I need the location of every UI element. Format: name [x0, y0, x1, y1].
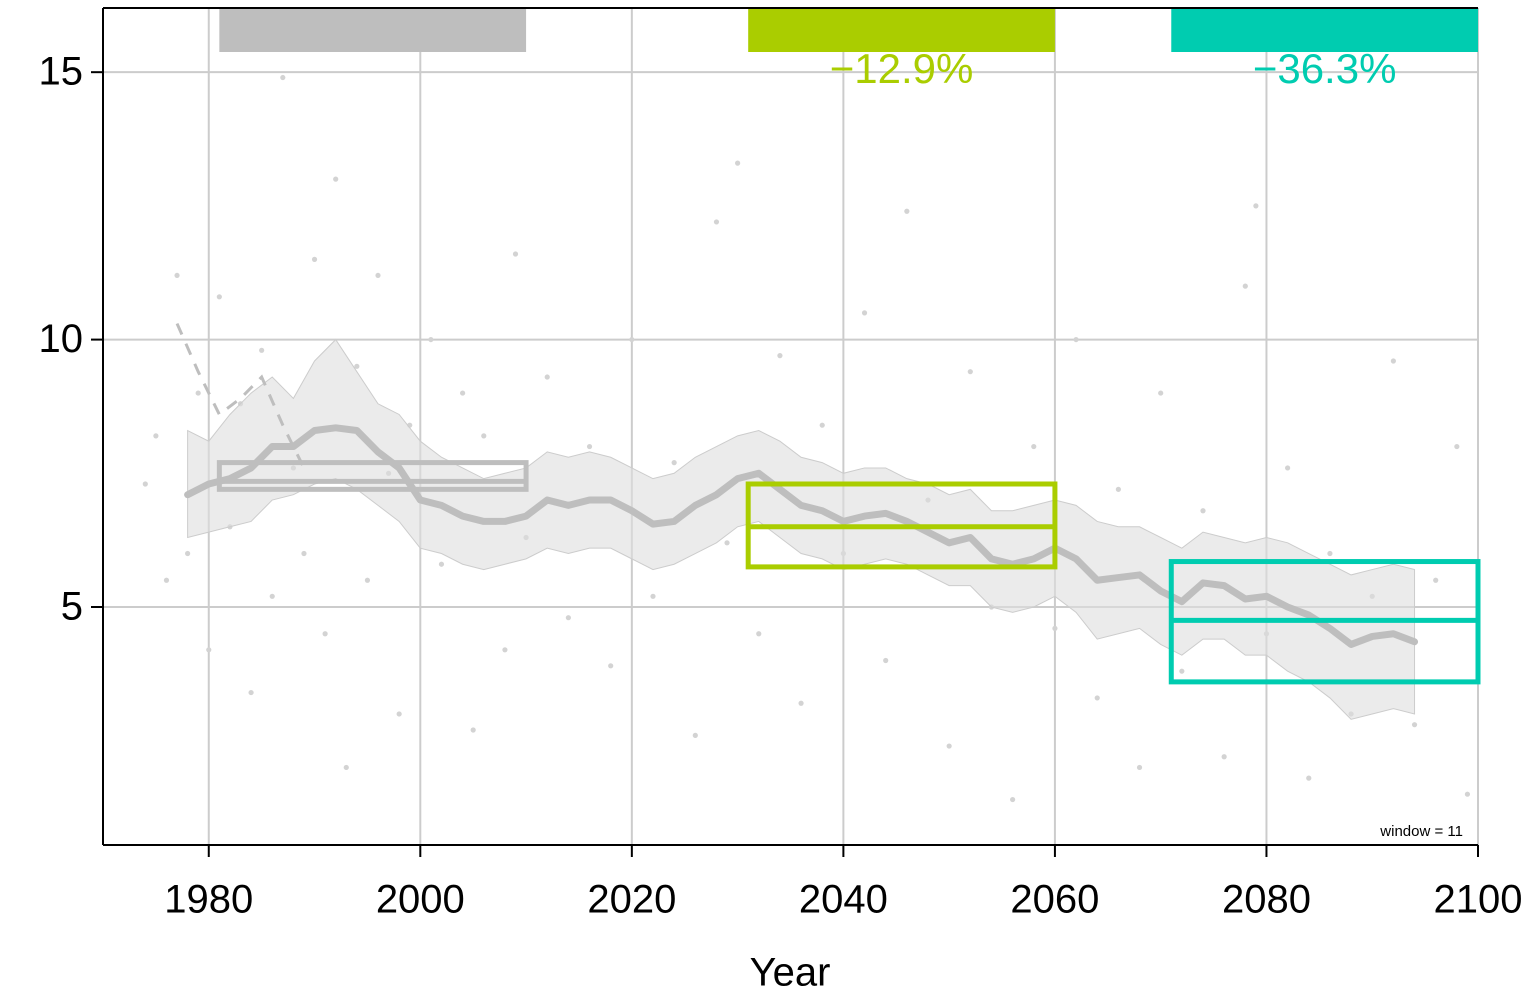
data-point [428, 336, 434, 343]
data-point [343, 764, 349, 771]
data-point [713, 219, 720, 225]
data-point [206, 647, 212, 653]
data-point [460, 390, 466, 396]
data-point [248, 689, 254, 696]
data-point [1052, 625, 1058, 631]
y-tick-label: 5 [61, 585, 83, 629]
data-point [861, 310, 868, 316]
x-tick-label: 2040 [799, 878, 888, 922]
data-point [777, 353, 783, 359]
data-point [819, 422, 825, 428]
data-point [798, 700, 804, 706]
x-axis-label: Year [750, 951, 831, 995]
data-point [904, 208, 910, 214]
data-point [608, 663, 614, 669]
data-point [724, 540, 730, 546]
data-point [502, 647, 508, 653]
data-point [735, 160, 741, 166]
data-point [142, 481, 148, 487]
data-point [1454, 443, 1460, 450]
data-point [756, 631, 762, 637]
y-tick-label: 15 [39, 50, 84, 94]
period-change-label: −36.3% [1253, 45, 1397, 92]
data-point [195, 390, 201, 396]
data-point [174, 272, 180, 279]
data-point [1464, 791, 1471, 797]
data-point [1094, 695, 1100, 701]
data-point [269, 593, 275, 599]
data-point [438, 561, 445, 567]
data-point [1073, 336, 1079, 343]
period-header [748, 8, 1055, 52]
x-tick-label: 2020 [587, 878, 676, 922]
x-tick-label: 2100 [1434, 878, 1523, 922]
data-point [1136, 764, 1143, 771]
x-tick-label: 2000 [376, 878, 465, 922]
data-point [311, 256, 318, 262]
data-point [692, 732, 698, 738]
data-point [586, 443, 593, 450]
data-point [883, 657, 889, 664]
data-point [163, 577, 170, 583]
data-point [1179, 668, 1185, 674]
data-point [280, 74, 286, 81]
data-point [629, 336, 635, 343]
data-point [1221, 754, 1227, 760]
period-box [216, 460, 529, 492]
data-point [650, 593, 656, 599]
data-point [375, 272, 381, 279]
y-tick-label: 10 [39, 317, 84, 361]
band [187, 338, 1416, 720]
data-point [1390, 358, 1396, 364]
x-tick-label: 1980 [164, 878, 253, 922]
data-point [1327, 550, 1333, 557]
data-point [364, 577, 371, 583]
data-point [481, 433, 487, 439]
annotation: window = 11 [1379, 823, 1463, 840]
data-point [1433, 577, 1439, 583]
data-point [396, 711, 402, 717]
data-point [354, 363, 360, 369]
data-point [216, 294, 222, 300]
x-tick-label: 2060 [1010, 878, 1099, 922]
data-point [512, 251, 519, 257]
data-point [967, 369, 973, 375]
data-point [1158, 390, 1164, 396]
data-point [1031, 443, 1037, 450]
data-point [1010, 796, 1016, 803]
data-point [565, 615, 571, 621]
x-tick-label: 2080 [1222, 878, 1311, 922]
data-point [470, 727, 476, 733]
period-change-label: −12.9% [830, 45, 974, 92]
data-point [1242, 283, 1248, 289]
data-point [259, 347, 265, 353]
data-point [1411, 722, 1418, 728]
data-point [671, 460, 677, 466]
period-header [1171, 8, 1478, 52]
data-point [1253, 203, 1259, 209]
data-point [1115, 486, 1121, 492]
period-header [219, 8, 527, 52]
data-point [301, 550, 307, 557]
dashed-line [175, 322, 306, 469]
data-point [153, 433, 159, 439]
data-point [333, 176, 339, 182]
data-point [1285, 465, 1291, 471]
data-point [1306, 775, 1312, 781]
data-point [1200, 508, 1206, 514]
data-point [544, 374, 550, 380]
data-point [185, 550, 191, 557]
data-point [322, 631, 328, 637]
data-point [946, 743, 952, 749]
